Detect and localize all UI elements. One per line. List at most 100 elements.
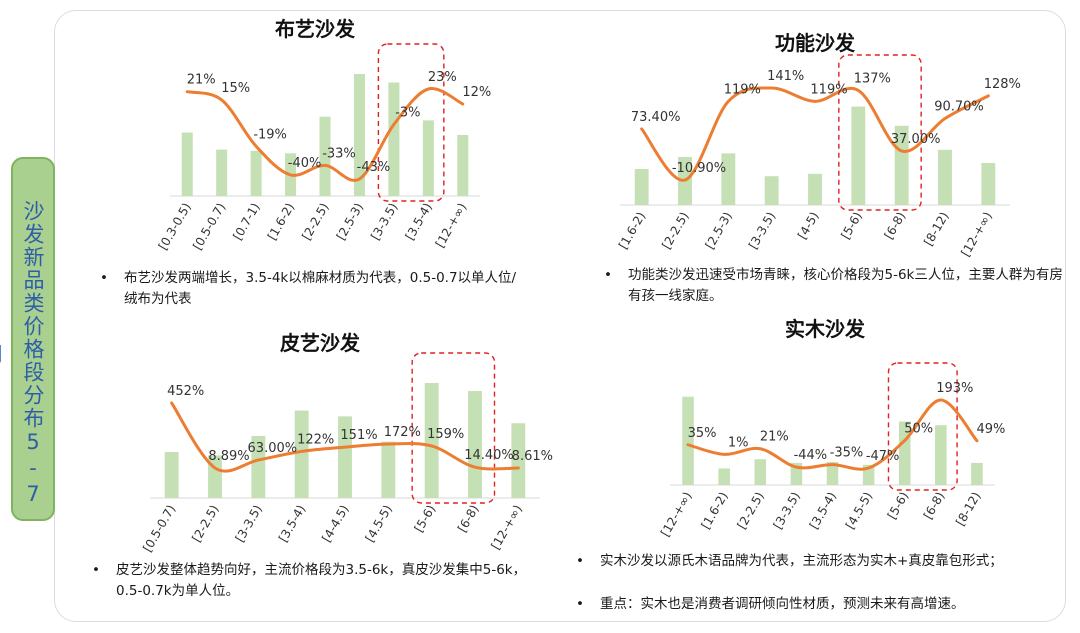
data-label: -43% bbox=[357, 160, 391, 175]
data-label: 23% bbox=[428, 70, 457, 85]
growth-line bbox=[170, 401, 520, 473]
data-label: 14.40% bbox=[464, 448, 514, 463]
data-label: 63.00% bbox=[248, 441, 298, 456]
side-label: 沙发新品类价格段分布5-7月 bbox=[0, 200, 45, 508]
data-label: 1% bbox=[728, 435, 749, 450]
tick-label: [3-3.5) bbox=[368, 201, 400, 243]
bar bbox=[338, 416, 352, 498]
main-card bbox=[54, 10, 1066, 622]
bar bbox=[935, 425, 947, 485]
highlight-box bbox=[887, 362, 958, 491]
tick-label: [6-8) bbox=[921, 490, 948, 522]
bar bbox=[388, 82, 400, 196]
data-label: 159% bbox=[427, 427, 464, 442]
tick-label: [2-2.5) bbox=[299, 201, 331, 243]
note-leather-text: 皮艺沙发整体趋势向好，主流价格段为3.5-6k，真皮沙发集中5-6k，0.5-0… bbox=[116, 562, 527, 599]
data-label: 15% bbox=[221, 81, 250, 96]
data-label: -44% bbox=[794, 448, 828, 463]
bar bbox=[251, 435, 266, 498]
bar bbox=[764, 176, 779, 205]
data-label: 137% bbox=[854, 71, 891, 86]
data-label: 49% bbox=[976, 422, 1005, 437]
bar bbox=[424, 383, 439, 498]
data-label: -40% bbox=[288, 156, 322, 171]
tick-label: [2.5-3) bbox=[334, 201, 366, 243]
bar bbox=[721, 153, 736, 205]
note-functional: • 功能类沙发迅速受市场青睐，核心价格段为5-6k三人位，主要人群为有房有孩一线… bbox=[604, 265, 1064, 307]
data-label: 119% bbox=[724, 82, 761, 97]
bar bbox=[971, 462, 983, 485]
bar bbox=[634, 169, 649, 205]
data-label: 21% bbox=[760, 430, 789, 445]
note-fabric-text: 布艺沙发两端增长，3.5-4k以棉麻材质为代表，0.5-0.7以单人位/绒布为代… bbox=[124, 270, 517, 307]
bar bbox=[898, 421, 911, 485]
data-label: -47% bbox=[866, 449, 900, 464]
chart-title: 功能沙发 bbox=[775, 31, 856, 55]
tick-label: [6-8) bbox=[455, 503, 482, 535]
data-label: 73.40% bbox=[631, 110, 681, 125]
bar bbox=[216, 149, 228, 196]
tick-label: [12-+∞) bbox=[958, 210, 995, 259]
bar bbox=[164, 452, 179, 498]
highlight-box bbox=[377, 43, 445, 202]
data-label: 12% bbox=[462, 85, 491, 100]
bar bbox=[468, 391, 482, 498]
bar bbox=[381, 441, 396, 498]
data-label: 8.89% bbox=[208, 449, 249, 464]
tick-label: [4.5-5) bbox=[363, 503, 395, 545]
tick-label: [3.5-4) bbox=[403, 201, 435, 243]
tick-label: [2-2.5) bbox=[189, 503, 221, 545]
data-label: -35% bbox=[830, 446, 864, 461]
data-label: 193% bbox=[936, 381, 973, 396]
bar bbox=[250, 150, 262, 196]
data-label: 172% bbox=[384, 425, 421, 440]
leather-sofa-chart: 皮艺沙发 452% 8.89%63.00%122% 151% 172% 159%14.40… bbox=[140, 331, 553, 554]
functional-sofa-chart: 功能沙发 73.40% -10.90% 119% 141% 119% 137% 37.00% 9… bbox=[616, 31, 1021, 259]
growth-line bbox=[640, 86, 990, 182]
tick-label: [2.5-3) bbox=[703, 210, 735, 252]
bar bbox=[790, 462, 803, 485]
note-wood-2: • 重点：实木也是消费者调研倾向性材质，预测未来有高增速。 bbox=[576, 594, 1066, 615]
tick-label: [5-6) bbox=[412, 503, 439, 535]
bar bbox=[457, 135, 469, 196]
data-label: 50% bbox=[904, 422, 933, 437]
data-label: 128% bbox=[984, 77, 1021, 92]
note-wood-text-2: 重点：实木也是消费者调研倾向性材质，预测未来有高增速。 bbox=[600, 596, 965, 612]
chart-title: 实木沙发 bbox=[785, 317, 866, 341]
bar bbox=[981, 163, 996, 205]
note-fabric: • 布艺沙发两端增长，3.5-4k以棉麻材质为代表，0.5-0.7以单人位/绒布… bbox=[100, 268, 520, 310]
bar bbox=[422, 120, 434, 196]
chart-title: 布艺沙发 bbox=[275, 17, 356, 41]
note-leather: • 皮艺沙发整体趋势向好，主流价格段为3.5-6k，真皮沙发集中5-6k，0.5… bbox=[92, 560, 532, 602]
bar bbox=[851, 106, 866, 205]
tick-label: [3-3.5) bbox=[771, 490, 803, 532]
tick-label: [2-2.5) bbox=[659, 210, 691, 252]
tick-label: [6-8) bbox=[882, 210, 909, 242]
chart-title: 皮艺沙发 bbox=[280, 331, 361, 355]
tick-label: [0.3-0.5) bbox=[156, 201, 194, 253]
bar bbox=[826, 462, 839, 485]
bar bbox=[718, 468, 730, 485]
tick-label: [1.6-2) bbox=[265, 201, 297, 243]
tick-label: [0.7-1) bbox=[230, 201, 262, 243]
tick-label: [1.6-2) bbox=[698, 490, 730, 532]
data-label: -10.90% bbox=[672, 161, 726, 176]
bar bbox=[682, 396, 694, 485]
tick-label: [3.5-4) bbox=[807, 490, 839, 532]
tick-label: [2-2.5) bbox=[735, 490, 767, 532]
highlight-box bbox=[838, 54, 922, 211]
note-wood-text-1: 实木沙发以源氏木语品牌为代表，主流形态为实木+真皮靠包形式； bbox=[600, 553, 1003, 569]
tick-label: [4-4.5) bbox=[319, 503, 351, 545]
highlight-box bbox=[411, 352, 496, 504]
data-label: 122% bbox=[297, 432, 334, 447]
data-label: 141% bbox=[767, 69, 804, 84]
bar bbox=[938, 149, 952, 205]
tick-label: [12-+∞) bbox=[658, 490, 695, 539]
data-label: 90.70% bbox=[934, 99, 984, 114]
tick-label: [12-+∞) bbox=[488, 503, 525, 552]
tick-label: [0.5-0.7) bbox=[190, 201, 228, 253]
tick-label: [3-3.5) bbox=[233, 503, 265, 545]
side-tab: 沙发新品类价格段分布5-7月 bbox=[0, 157, 55, 521]
tick-label: [12-+∞) bbox=[433, 201, 470, 250]
data-label: -19% bbox=[253, 127, 287, 142]
